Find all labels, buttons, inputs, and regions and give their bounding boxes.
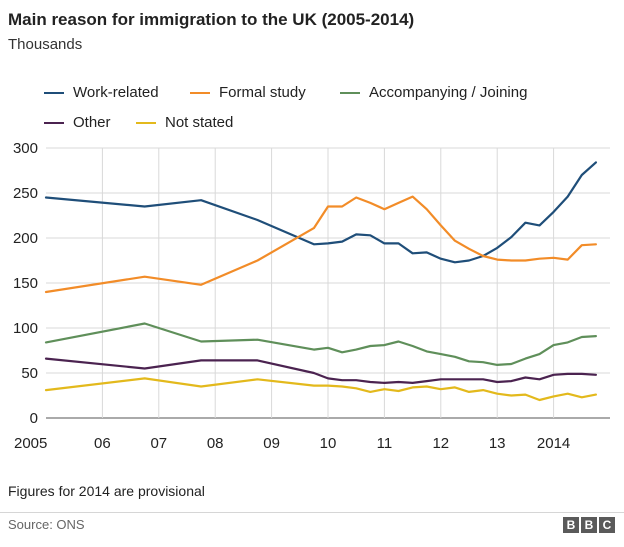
x-tick-label: 06: [94, 435, 111, 452]
x-tick-label: 2014: [537, 435, 570, 452]
legend-label-not-stated: Not stated: [165, 114, 234, 131]
chart-title: Main reason for immigration to the UK (2…: [8, 10, 415, 29]
series-line-not-stated: [44, 377, 597, 402]
series-line-formal-study: [44, 195, 597, 294]
x-tick-label: 12: [432, 435, 449, 452]
source-text: Source: ONS: [8, 517, 85, 532]
x-tick-label: 10: [320, 435, 337, 452]
y-tick-label: 250: [13, 185, 38, 202]
legend-item-other: Other: [44, 114, 111, 131]
legend-row-1: Work-related Formal study Accompanying /…: [44, 84, 624, 114]
legend-label-work-related: Work-related: [73, 84, 159, 101]
legend-swatch-other: [44, 121, 64, 124]
y-tick-label: 300: [13, 140, 38, 157]
legend-swatch-not-stated: [136, 121, 156, 124]
y-tick-label: 0: [30, 410, 38, 427]
series-line-accompanying-joining: [44, 322, 597, 366]
x-tick-label: 07: [150, 435, 167, 452]
legend-swatch-work-related: [44, 91, 64, 94]
x-tick-label: 2005: [14, 435, 47, 452]
series-line-work-related: [44, 161, 597, 264]
legend-item-not-stated: Not stated: [136, 114, 233, 131]
provisional-note: Figures for 2014 are provisional: [8, 483, 205, 499]
legend-label-formal-study: Formal study: [219, 84, 306, 101]
legend-label-accompanying-joining: Accompanying / Joining: [369, 84, 528, 101]
series-line-other: [44, 357, 597, 384]
legend-label-other: Other: [73, 114, 111, 131]
chart-subtitle: Thousands: [8, 36, 83, 53]
x-tick-label: 13: [489, 435, 506, 452]
x-tick-label: 09: [263, 435, 280, 452]
bbc-logo-letter: C: [599, 517, 615, 533]
bbc-logo-letter: B: [581, 517, 597, 533]
y-tick-label: 150: [13, 275, 38, 292]
bbc-logo: B B C: [563, 517, 615, 533]
legend: Work-related Formal study Accompanying /…: [44, 84, 624, 144]
x-tick-label: 08: [207, 435, 224, 452]
legend-swatch-accompanying-joining: [340, 91, 360, 94]
x-tick-label: 11: [377, 435, 393, 452]
legend-swatch-formal-study: [190, 91, 210, 94]
y-tick-label: 100: [13, 320, 38, 337]
footer-divider: [0, 512, 624, 513]
legend-item-work-related: Work-related: [44, 84, 159, 101]
bbc-logo-letter: B: [563, 517, 579, 533]
legend-row-2: Other Not stated: [44, 114, 624, 144]
legend-item-formal-study: Formal study: [190, 84, 306, 101]
legend-item-accompanying-joining: Accompanying / Joining: [340, 84, 527, 101]
y-tick-label: 200: [13, 230, 38, 247]
line-chart: 0 50 100 150 200 250 300 2005 06 07 08 09 10 11 12 13 20…: [13, 140, 610, 452]
y-tick-label: 50: [21, 365, 38, 382]
